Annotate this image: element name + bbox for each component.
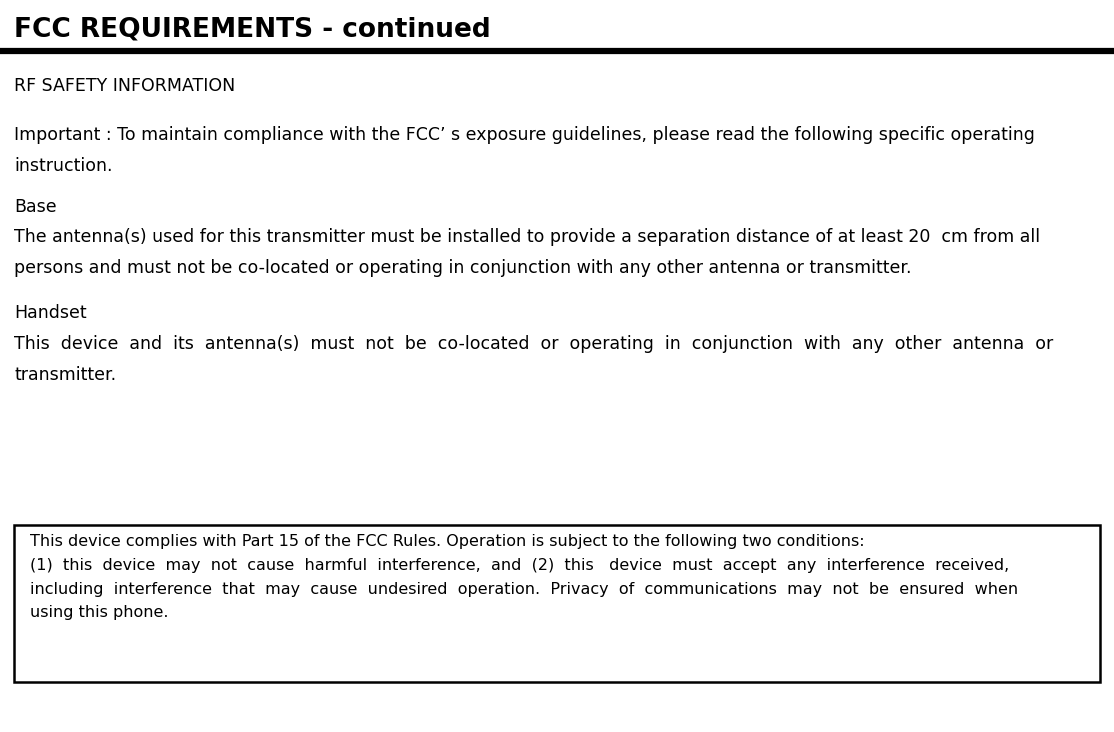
FancyBboxPatch shape: [14, 525, 1100, 682]
Text: This device complies with Part 15 of the FCC Rules. Operation is subject to the : This device complies with Part 15 of the…: [30, 534, 1018, 620]
Text: Handset: Handset: [14, 304, 87, 322]
Text: This  device  and  its  antenna(s)  must  not  be  co-located  or  operating  in: This device and its antenna(s) must not …: [14, 335, 1054, 384]
Text: The antenna(s) used for this transmitter must be installed to provide a separati: The antenna(s) used for this transmitter…: [14, 228, 1040, 277]
Text: Important : To maintain compliance with the FCC’ s exposure guidelines, please r: Important : To maintain compliance with …: [14, 126, 1035, 174]
Text: RF SAFETY INFORMATION: RF SAFETY INFORMATION: [14, 77, 236, 95]
Text: FCC REQUIREMENTS - continued: FCC REQUIREMENTS - continued: [14, 16, 491, 42]
Text: Base: Base: [14, 198, 57, 216]
